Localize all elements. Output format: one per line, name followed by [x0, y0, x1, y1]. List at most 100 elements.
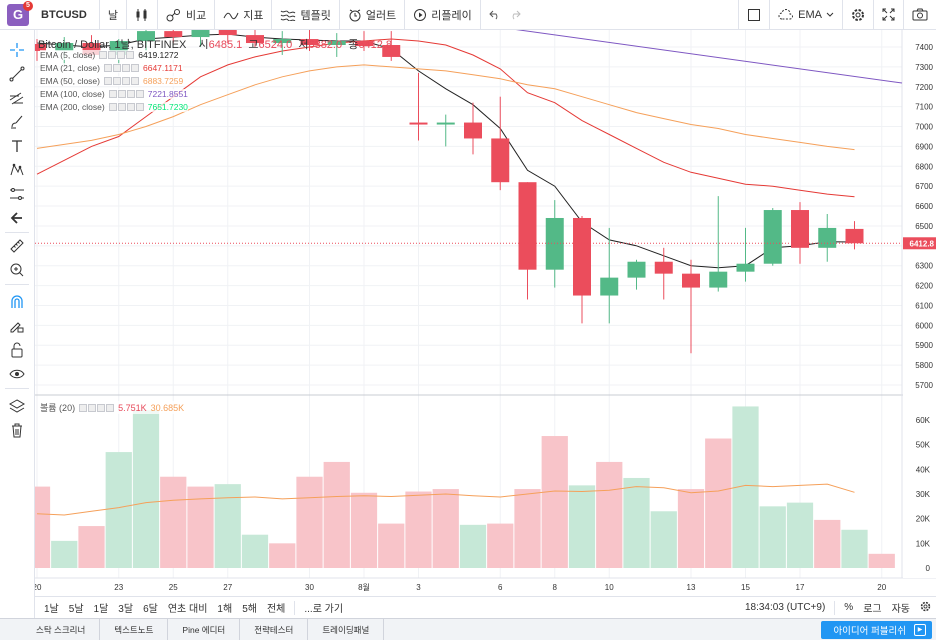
fullscreen-button[interactable]	[874, 0, 903, 30]
price-tick-label: 5900	[915, 341, 933, 350]
pattern-tool[interactable]	[7, 160, 27, 180]
drawing-toolbar	[0, 30, 35, 618]
indicator-legend-ema21[interactable]: EMA (21, close) 6647.1171	[40, 63, 183, 73]
crosshair-tool[interactable]	[7, 40, 27, 60]
volume-value: 5.751K	[118, 402, 147, 413]
compare-button[interactable]: 비교	[158, 0, 214, 30]
range-1m[interactable]: 1달	[93, 604, 109, 615]
redo-button[interactable]	[509, 0, 529, 30]
range-5y[interactable]: 5해	[242, 604, 257, 615]
settings-button[interactable]	[843, 0, 873, 30]
replay-button[interactable]: 리플레이	[405, 0, 479, 30]
publish-idea-button[interactable]: 아이디어 퍼블리쉬 ▶	[821, 620, 932, 639]
scale-settings-button[interactable]	[915, 601, 936, 615]
app-logo[interactable]: G 5	[7, 0, 33, 26]
indicator-controls[interactable]	[108, 90, 144, 98]
volume-bar	[160, 476, 187, 568]
time-tick-label: 15	[741, 583, 750, 592]
remove-drawings-tool[interactable]	[7, 420, 27, 440]
indicators-button[interactable]: 지표	[215, 0, 271, 30]
tab-trading-panel[interactable]: 트레이딩패널	[308, 618, 385, 640]
zoom-tool[interactable]	[7, 260, 27, 280]
high-label: 고	[248, 39, 259, 51]
symbol-title[interactable]: Bitcoin / Dollar, 1날, BITFINEX	[38, 39, 187, 51]
candle-body	[164, 31, 183, 38]
price-tick-label: 6300	[915, 262, 933, 271]
chart-canvas[interactable]: 7400 7300 7200 7100 7000 6900 6800 6700 6600 6500…	[23, 10, 936, 596]
volume-bar	[650, 511, 677, 568]
time-tick-label: 30	[305, 583, 314, 592]
candle-body	[573, 217, 591, 296]
indicator-value: 6883.7259	[143, 76, 184, 86]
chart-type-button[interactable]	[127, 0, 157, 30]
indicator-controls[interactable]	[104, 77, 139, 85]
volume-bar	[269, 543, 296, 568]
last-price-tag	[903, 237, 936, 250]
pitchfork-tool[interactable]	[7, 88, 27, 108]
indicator-name: EMA (5, close)	[40, 50, 96, 60]
snapshot-button[interactable]	[904, 0, 936, 30]
text-tool[interactable]	[7, 136, 27, 156]
indicator-value: 7221.8551	[147, 89, 188, 99]
rectangle-select-button[interactable]	[739, 0, 769, 30]
range-1d[interactable]: 1날	[44, 604, 59, 615]
indicator-controls[interactable]	[108, 103, 144, 111]
indicator-controls[interactable]	[79, 403, 115, 412]
volume-legend[interactable]: 볼륨 (20) 5.751K 30.685K	[40, 401, 185, 414]
lock-drawing-tool[interactable]	[7, 316, 27, 336]
auto-toggle[interactable]: 자동	[891, 604, 910, 615]
open-label: 시	[198, 39, 209, 51]
eye-icon	[9, 369, 25, 379]
measure-tool[interactable]	[7, 236, 27, 256]
trendline-tool[interactable]	[7, 64, 27, 84]
price-tick-label: 6600	[915, 202, 933, 211]
lock-all-tool[interactable]	[7, 340, 27, 360]
volume-bar	[623, 477, 650, 568]
alert-button[interactable]: 얼러트	[340, 0, 404, 30]
pitchfork-icon	[9, 92, 24, 105]
percent-toggle[interactable]: %	[844, 602, 854, 613]
goto-date-button[interactable]: ...로 가기	[304, 604, 344, 615]
range-6m[interactable]: 6달	[143, 604, 158, 615]
prediction-tool[interactable]	[7, 184, 27, 204]
templates-button[interactable]: 템플릿	[272, 0, 338, 30]
range-bar-right: 18:34:03 (UTC+9) % 로그 자동	[740, 600, 936, 615]
tab-strategy-tester[interactable]: 전략테스터	[240, 618, 309, 640]
candle-body	[218, 29, 237, 36]
brush-tool[interactable]	[7, 112, 27, 132]
candle-body	[300, 39, 319, 46]
candle-body	[436, 122, 455, 125]
indicator-legend-ema200[interactable]: EMA (200, close) 7651.7230	[40, 102, 188, 112]
range-5d[interactable]: 5날	[68, 604, 84, 615]
price-tick-label: 6900	[915, 142, 933, 151]
chart-area[interactable]: 7400 7300 7200 7100 7000 6900 6800 6700 6600 6500…	[23, 10, 936, 596]
indicator-legend-ema100[interactable]: EMA (100, close) 7221.8551	[40, 89, 188, 99]
log-toggle[interactable]: 로그	[863, 604, 882, 615]
tab-stock-screener[interactable]: 스탁 스크리너	[0, 618, 101, 640]
visibility-tool[interactable]	[7, 364, 27, 384]
object-tree-tool[interactable]	[7, 396, 27, 416]
divider	[404, 0, 406, 30]
volume-bar	[296, 476, 323, 568]
ema100-line	[504, 27, 903, 84]
interval-button[interactable]: 날	[107, 9, 118, 22]
tab-pine-editor[interactable]: Pine 에디터	[168, 618, 241, 640]
tab-text-notes[interactable]: 텍스트노트	[100, 618, 169, 640]
indicator-controls[interactable]	[99, 51, 135, 59]
undo-button[interactable]	[481, 0, 509, 30]
toolbar-divider	[5, 284, 29, 285]
magnet-tool[interactable]	[7, 292, 27, 312]
back-arrow-tool[interactable]	[7, 208, 27, 228]
indicator-legend-ema50[interactable]: EMA (50, close) 6883.7259	[40, 76, 184, 86]
range-3m[interactable]: 3달	[118, 604, 134, 615]
range-1y[interactable]: 1해	[217, 604, 233, 615]
indicator-controls[interactable]	[104, 64, 139, 72]
study-template-button[interactable]: EMA	[770, 0, 842, 30]
clock-timezone[interactable]: 18:34:03 (UTC+9)	[744, 602, 826, 613]
symbol-search[interactable]: BTCUSD	[41, 8, 87, 21]
indicator-legend-ema5[interactable]: EMA (5, close) 6419.1272	[40, 50, 179, 60]
low-label: 저	[298, 39, 309, 51]
range-all[interactable]: 전체	[266, 604, 286, 615]
range-ytd[interactable]: 연초 대비	[167, 604, 208, 615]
